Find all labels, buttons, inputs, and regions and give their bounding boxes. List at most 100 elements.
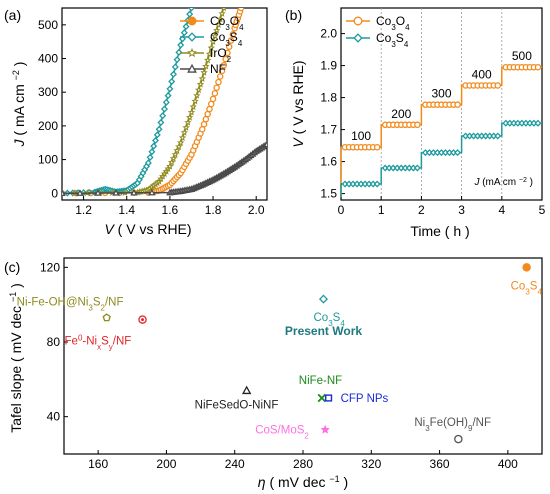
panel-a-ylabel-sup: −2 [11,70,21,80]
panel-a-point [200,68,208,76]
panel-b-point [414,121,421,129]
panel-b-frame [340,7,543,201]
panel-a-point [227,37,235,44]
panel-a-point [221,8,227,12]
panel-b-current-step-label: 500 [512,49,532,63]
panel-b-xtick-label: 3 [458,203,465,217]
panel-a-xlabel: V ( V vs RHE) [104,221,191,237]
panel-b-point [534,63,542,71]
panel-b-legend-label: Co3O4 [376,14,410,32]
panel-a-ylabel: J ( mA cm −2 ) [11,62,27,148]
panel-b-ytick-label: 1.6 [320,155,337,169]
panel-b-xtick-label: 4 [498,203,505,217]
panel-a-point [169,154,178,162]
panel-a-point [215,78,222,86]
panel-c-xlabel: η ( mV dec −1 ) [258,474,348,490]
panel-a-point [160,105,169,113]
panel-b-ylabel: V ( V vs RHE) [290,60,306,147]
panel-c-point [522,263,531,272]
panel-a-point [166,85,174,93]
panel-c-point-label: Ni-Fe-OH@Ni3S2/NF [17,297,124,313]
panel-b-current-step-label: 400 [472,67,492,81]
panel-a-point [171,150,180,158]
panel-a-ytick-label: 400 [38,52,58,66]
panel-a-point [162,98,170,106]
panel-c-point [320,424,330,434]
panel-a-ytick-label: 300 [38,85,58,99]
panel-b-ylabel-var: V [290,137,306,148]
panel-c-ytick-label: 80 [47,335,61,349]
panel-b-chart: 0 1 2 3 4 5 1.5 1.6 1.7 1.8 1.9 2.0 100 200 300 400 500… [290,7,546,239]
panel-a-xtick-label: 2.0 [248,203,265,217]
panel-b-current-var: J [473,177,480,188]
panel-b-current-text: (mA cm [482,177,516,188]
panel-a-point [167,158,176,166]
panel-a-point [198,74,206,82]
panel-c-point [318,294,329,304]
panel-b-point [454,101,461,108]
panel-c-point-label: Co3S4 [511,280,543,296]
panel-a-point [216,73,224,80]
panel-a-point [157,119,165,127]
panel-a-point [180,29,188,37]
panel-a-point [176,138,185,146]
panel-c-xtick-label: 240 [225,457,245,471]
panel-b-label: (b) [285,7,302,23]
panel-b-ylabel-unit: ( V vs RHE) [290,60,306,134]
panel-c-ylabel-main: Tafel slope ( mV dec [8,306,24,433]
panel-b-legend-marker [353,33,363,43]
panel-a-point [166,162,174,170]
panel-a-point [144,159,152,167]
panel-a-ylabel-var: J [11,138,27,147]
panel-a-legend-label: NF [210,62,226,76]
panel-c-point-label: Fe0-NixSy/NF [65,333,132,351]
panel-c-ytick-label: 40 [47,410,61,424]
panel-a-legend-marker [187,32,197,42]
panel-b-point [373,143,381,151]
panel-a-point [209,95,217,103]
panel-c-point [317,393,327,403]
panel-a-point [180,128,189,136]
panel-c-ytick-label: 120 [40,260,60,274]
panel-a-ytick-label: 200 [38,119,58,133]
panel-b-current-step-label: 300 [431,87,451,101]
panel-a-point [76,189,84,196]
panel-b-xtick-label: 0 [338,203,345,217]
panel-a-point [191,97,199,105]
panel-c-point [454,434,463,444]
panel-b-ytick-label: 1.5 [320,187,337,201]
panel-a-point [216,15,224,23]
panel-c-point-label: NiFe-NF [299,375,342,387]
panel-b-xtick-label: 5 [539,203,546,217]
panel-a-point [130,188,138,196]
panel-c-xtick-label: 280 [293,457,313,471]
panel-a-point [237,8,245,12]
panel-a-point [169,70,178,78]
panel-a-point [194,86,203,94]
panel-a-point [193,91,201,99]
panel-c-xlabel-var: η [258,474,266,490]
panel-a-point [218,67,226,75]
panel-c-point [241,385,252,395]
panel-a-point [203,56,212,64]
panel-a-point [173,56,181,64]
panel-a-point [185,113,194,121]
panel-a-point [263,140,267,148]
panel-a-ytick-label: 500 [38,18,58,32]
panel-a-point [211,90,219,97]
panel-a-legend-marker [187,16,197,26]
panel-c-xlabel-sup: −1 [329,474,339,484]
panel-a-point [224,49,231,57]
panel-a-label: (a) [4,7,21,23]
panel-a-point [177,41,185,49]
panel-b-current-step-label: 200 [391,107,411,121]
panel-c-point-label: CFP NPs [341,393,389,405]
panel-a-ylabel-unit: ( mA cm [11,84,27,135]
panel-a-point [153,131,161,139]
panel-a-xtick-label: 1.4 [118,203,135,217]
panel-a-point [214,20,223,28]
panel-a-legend-label: IrO2 [210,46,232,64]
panel-c-label: (c) [4,259,20,275]
